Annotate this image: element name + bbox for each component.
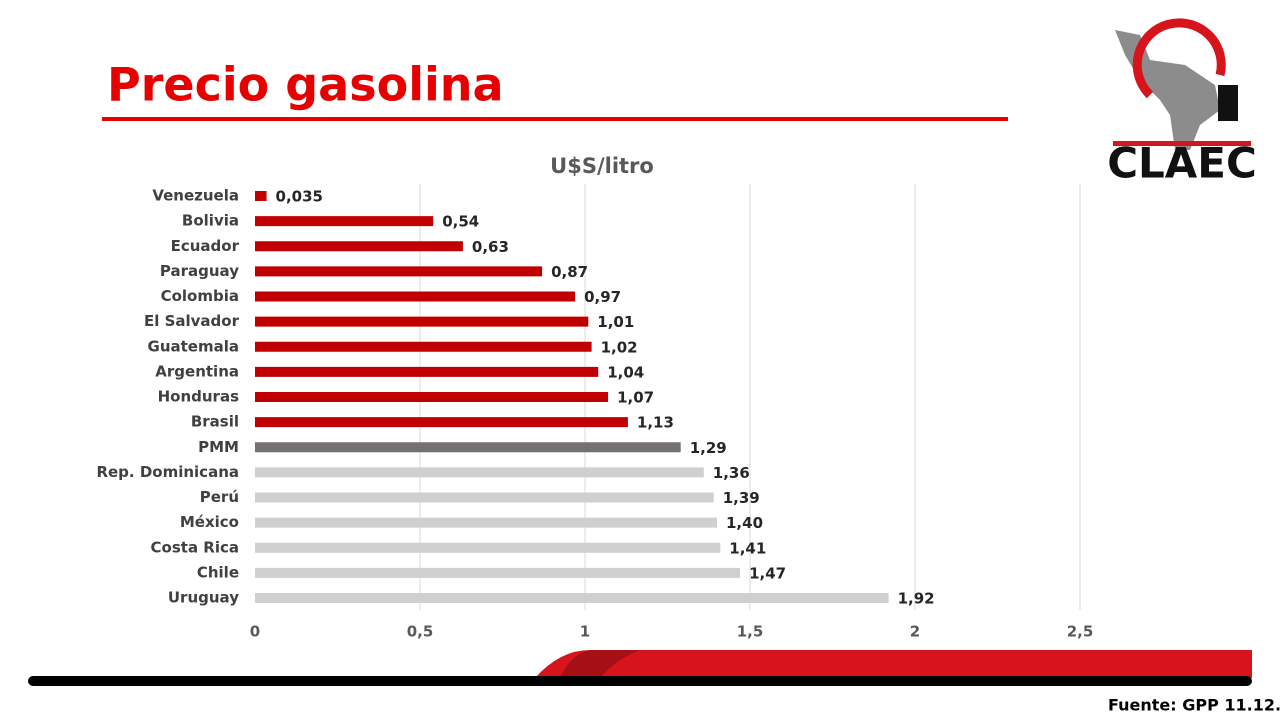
category-label: Ecuador bbox=[171, 237, 240, 255]
value-label: 1,04 bbox=[607, 363, 644, 381]
value-label: 1,02 bbox=[601, 338, 638, 356]
category-label: Costa Rica bbox=[151, 538, 239, 556]
value-label: 1,92 bbox=[898, 590, 935, 608]
bar bbox=[255, 341, 592, 352]
bar bbox=[255, 366, 599, 377]
bar bbox=[255, 593, 889, 603]
x-tick-label: 0 bbox=[250, 623, 260, 641]
value-label: 1,07 bbox=[617, 389, 654, 407]
value-label: 1,39 bbox=[723, 489, 760, 507]
footer-accent bbox=[560, 650, 640, 678]
bar bbox=[255, 567, 741, 578]
value-label: 0,54 bbox=[442, 213, 479, 231]
chart-title: U$S/litro bbox=[550, 154, 654, 178]
logo-map bbox=[1115, 30, 1220, 150]
category-label: Colombia bbox=[161, 287, 239, 305]
bar bbox=[255, 216, 434, 227]
x-tick-label: 2 bbox=[910, 623, 920, 641]
source: Fuente: GPP 11.12. bbox=[1108, 696, 1280, 715]
bar bbox=[255, 191, 267, 201]
category-label: Uruguay bbox=[168, 589, 239, 607]
category-label: Brasil bbox=[191, 413, 239, 431]
bar bbox=[255, 316, 589, 327]
x-tick-label: 2,5 bbox=[1067, 623, 1094, 641]
slide-title: Precio gasolina bbox=[107, 58, 504, 112]
category-label: Guatemala bbox=[148, 337, 239, 355]
bar bbox=[255, 467, 704, 478]
logo-arc bbox=[1132, 18, 1226, 99]
logo-pump bbox=[1218, 85, 1238, 121]
category-label: Honduras bbox=[158, 388, 239, 406]
logo-bar bbox=[1113, 141, 1251, 146]
value-label: 0,035 bbox=[276, 188, 323, 206]
bar bbox=[255, 492, 714, 503]
value-label: 1,36 bbox=[713, 464, 750, 482]
value-label: 1,13 bbox=[637, 414, 674, 432]
plot: 0 0,5 1 1,5 2 2,5 Venezuela 0,035 Bolivia 0,54 Ecu… bbox=[96, 184, 1093, 641]
x-tick-label: 1 bbox=[580, 623, 590, 641]
value-label: 0,97 bbox=[584, 288, 621, 306]
value-label: 0,63 bbox=[472, 238, 509, 256]
logo: CLAEC bbox=[1107, 18, 1257, 188]
bar bbox=[255, 291, 576, 302]
x-tick-label: 0,5 bbox=[407, 623, 434, 641]
bar bbox=[255, 442, 681, 453]
category-label: México bbox=[180, 513, 239, 531]
category-label: Paraguay bbox=[160, 262, 239, 280]
x-tick-label: 1,5 bbox=[737, 623, 764, 641]
bar bbox=[255, 517, 717, 528]
category-label: Argentina bbox=[155, 362, 239, 380]
value-label: 1,40 bbox=[726, 514, 763, 532]
value-label: 0,87 bbox=[551, 263, 588, 281]
footer-line bbox=[28, 676, 1252, 686]
value-label: 1,47 bbox=[749, 564, 786, 582]
value-label: 1,01 bbox=[597, 313, 634, 331]
category-label: PMM bbox=[198, 438, 239, 456]
bar bbox=[255, 392, 609, 402]
category-label: Chile bbox=[197, 563, 239, 581]
bar bbox=[255, 542, 721, 553]
value-label: 1,41 bbox=[729, 539, 766, 557]
category-label: Venezuela bbox=[152, 187, 239, 205]
category-label: Bolivia bbox=[182, 212, 239, 230]
footer-band bbox=[535, 650, 1252, 678]
bar bbox=[255, 417, 628, 428]
bar bbox=[255, 266, 543, 277]
bar bbox=[255, 241, 463, 252]
logo-text: CLAEC bbox=[1107, 139, 1257, 188]
category-label: El Salvador bbox=[144, 312, 240, 330]
title-underline bbox=[102, 117, 1008, 121]
category-label: Perú bbox=[200, 488, 239, 506]
value-label: 1,29 bbox=[690, 439, 727, 457]
category-label: Rep. Dominicana bbox=[96, 463, 239, 481]
